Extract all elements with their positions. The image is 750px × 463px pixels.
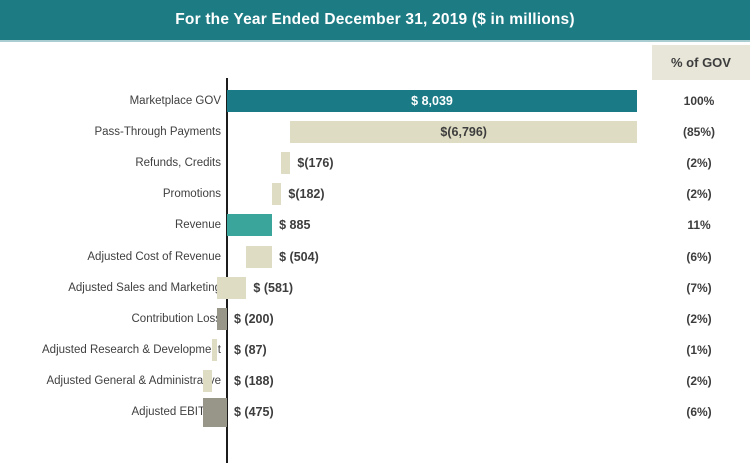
zero-baseline-axis <box>226 78 228 463</box>
row-label: Adjusted General & Administrative <box>46 374 221 387</box>
percent-of-gov-header: % of GOV <box>652 45 750 80</box>
percent-of-gov-value: 100% <box>683 94 715 108</box>
value-label: $ 885 <box>279 218 311 233</box>
value-label: $(176) <box>297 156 334 171</box>
waterfall-bar <box>290 121 637 144</box>
waterfall-bar <box>216 276 247 299</box>
waterfall-bar <box>212 338 218 361</box>
value-label: $ (87) <box>234 342 267 357</box>
row-label: Adjusted Sales and Marketing <box>68 281 221 294</box>
waterfall-bar <box>272 183 282 206</box>
value-label: $ (188) <box>234 373 274 388</box>
percent-of-gov-value: (7%) <box>686 280 712 295</box>
waterfall-bar <box>246 245 273 268</box>
percent-of-gov-value: (6%) <box>686 249 712 264</box>
percent-of-gov-value: (2%) <box>686 187 712 202</box>
percent-of-gov-value: 11% <box>687 218 711 233</box>
percent-of-gov-value: (6%) <box>686 405 712 419</box>
row-label: Adjusted Cost of Revenue <box>87 250 221 263</box>
waterfall-bar <box>202 397 227 427</box>
row-label: Pass-Through Payments <box>94 126 221 139</box>
row-label: Marketplace GOV <box>129 95 221 107</box>
value-label: $ (504) <box>279 249 319 264</box>
percent-of-gov-value: (1%) <box>686 342 712 357</box>
row-label: Promotions <box>162 188 221 201</box>
chart-title: For the Year Ended December 31, 2019 ($ … <box>175 11 575 28</box>
percent-of-gov-value: (85%) <box>682 125 715 140</box>
waterfall-bar <box>281 152 291 175</box>
row-label: Refunds, Credits <box>135 157 221 170</box>
row-label: Adjusted Research & Development <box>42 343 221 356</box>
value-label: $ 8,039 <box>411 94 453 108</box>
row-label: Contribution Loss <box>131 312 222 325</box>
value-label: $(182) <box>288 187 325 202</box>
row-label: Adjusted EBITDA <box>131 406 221 418</box>
row-label: Revenue <box>174 219 221 232</box>
value-label: $ (581) <box>253 280 294 295</box>
value-label: $(6,796) <box>440 125 487 140</box>
chart-title-banner: For the Year Ended December 31, 2019 ($ … <box>0 0 750 42</box>
value-label: $ (475) <box>234 405 274 419</box>
waterfall-bar <box>216 307 227 330</box>
percent-of-gov-label: % of GOV <box>671 55 731 70</box>
waterfall-bar <box>227 214 273 237</box>
percent-of-gov-value: (2%) <box>686 311 712 326</box>
waterfall-bar <box>227 90 637 112</box>
value-label: $ (200) <box>234 311 274 326</box>
percent-of-gov-value: (2%) <box>686 373 712 388</box>
waterfall-bar <box>202 369 213 392</box>
percent-of-gov-value: (2%) <box>686 156 712 171</box>
